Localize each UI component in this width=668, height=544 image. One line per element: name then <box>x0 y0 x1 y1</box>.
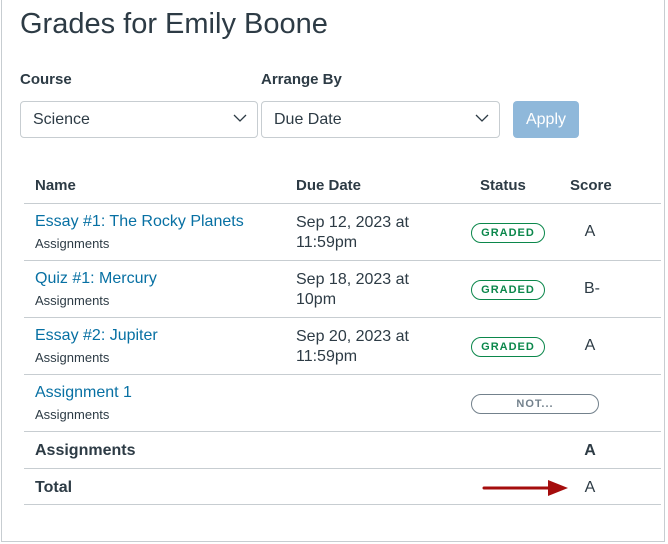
arrange-by-label: Arrange By <box>261 71 342 88</box>
score: A <box>584 337 596 354</box>
page-title: Grades for Emily Boone <box>20 8 328 40</box>
due-date: Sep 12, 2023 at 11:59pm <box>296 214 409 251</box>
arrange-by-select-value: Due Date <box>274 111 342 128</box>
score: B- <box>584 280 600 297</box>
assignment-link[interactable]: Quiz #1: Mercury <box>35 270 157 287</box>
course-label: Course <box>20 71 72 88</box>
table-row: Quiz #1: Mercury Assignments Sep 18, 202… <box>24 260 661 317</box>
apply-button[interactable]: Apply <box>513 101 579 138</box>
table-row: Assignment 1 Assignments NOT... <box>24 374 661 431</box>
total-score: A <box>584 479 596 496</box>
table-row: Essay #2: Jupiter Assignments Sep 20, 20… <box>24 317 661 374</box>
summary-score: A <box>584 442 596 459</box>
summary-row-assignments: Assignments A <box>24 431 661 468</box>
arrow-icon <box>482 480 568 496</box>
status-badge: NOT... <box>471 394 599 414</box>
chevron-down-icon <box>475 114 489 122</box>
assignment-group: Assignments <box>35 350 110 365</box>
course-select[interactable]: Science <box>20 101 258 138</box>
status-badge: GRADED <box>471 223 545 243</box>
arrange-by-select[interactable]: Due Date <box>261 101 500 138</box>
due-date: Sep 18, 2023 at 10pm <box>296 271 409 308</box>
header-status[interactable]: Status <box>480 177 526 194</box>
status-badge: GRADED <box>471 337 545 357</box>
summary-label: Assignments <box>35 442 136 459</box>
assignment-link[interactable]: Assignment 1 <box>35 384 132 401</box>
chevron-down-icon <box>233 114 247 122</box>
header-score[interactable]: Score <box>570 177 612 194</box>
header-due-date[interactable]: Due Date <box>296 177 362 194</box>
assignment-link[interactable]: Essay #2: Jupiter <box>35 327 158 344</box>
assignment-link[interactable]: Essay #1: The Rocky Planets <box>35 213 244 230</box>
header-name[interactable]: Name <box>35 177 76 194</box>
summary-row-total: Total A <box>24 468 661 505</box>
course-select-value: Science <box>33 111 90 128</box>
score: A <box>584 223 596 240</box>
due-date: Sep 20, 2023 at 11:59pm <box>296 328 409 365</box>
assignment-group: Assignments <box>35 293 110 308</box>
assignment-group: Assignments <box>35 236 110 251</box>
total-label: Total <box>35 479 73 496</box>
table-row: Essay #1: The Rocky Planets Assignments … <box>24 203 661 260</box>
status-badge: GRADED <box>471 280 545 300</box>
assignment-group: Assignments <box>35 407 110 422</box>
